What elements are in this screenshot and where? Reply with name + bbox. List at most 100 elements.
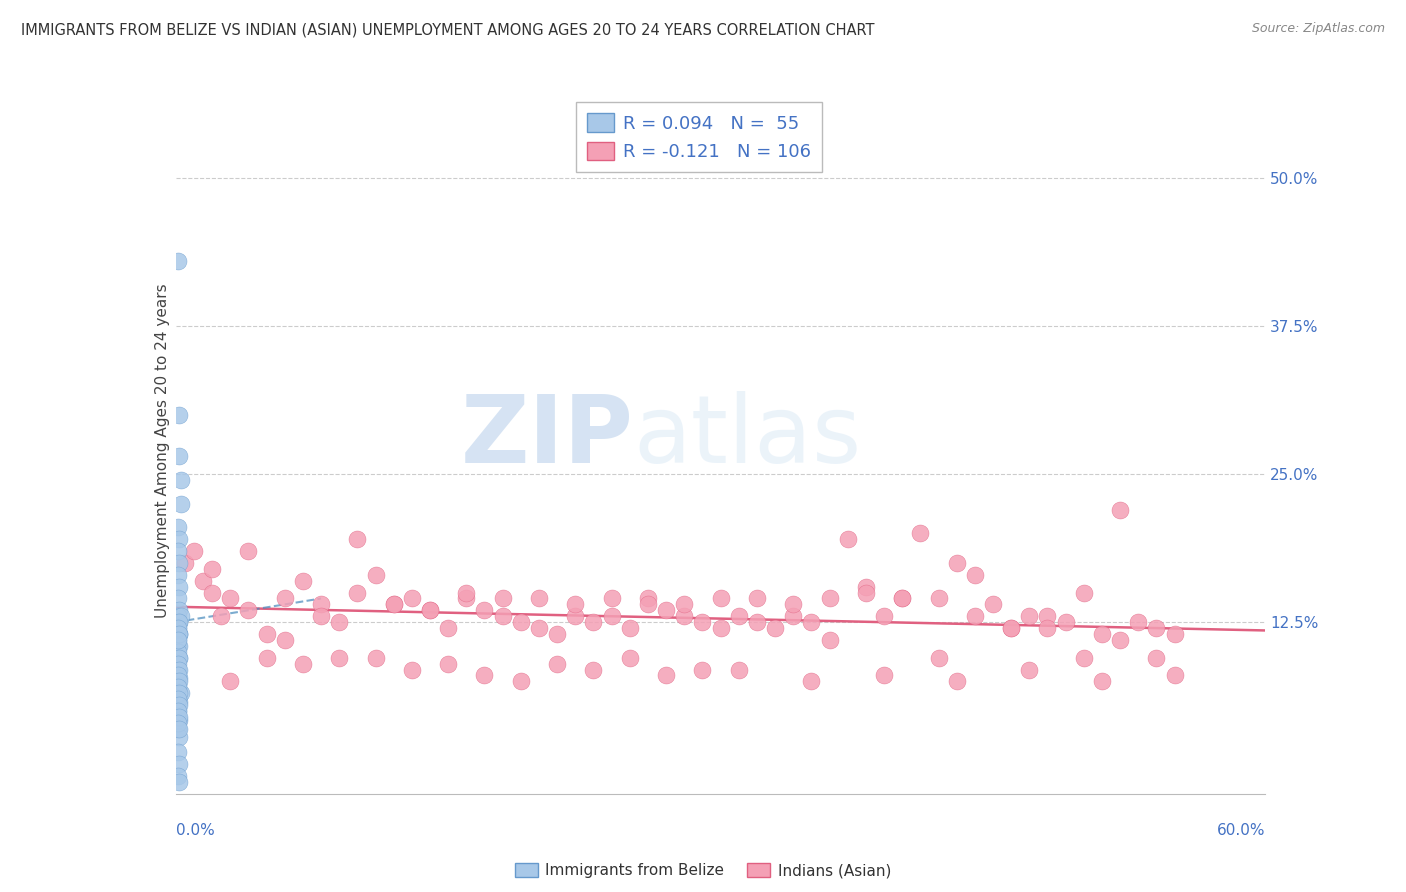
Point [169,663,191,677]
Point [291,657,314,671]
Point [173,556,195,570]
Point [166,621,188,635]
Point [166,591,188,606]
Point [169,533,191,547]
Point [437,657,460,671]
Point [1000,621,1022,635]
Point [191,574,214,588]
Point [346,533,368,547]
Point [364,650,387,665]
Point [166,621,188,635]
Point [166,615,188,630]
Point [763,621,786,635]
Point [928,650,950,665]
Point [169,627,191,641]
Point [169,580,191,594]
Point [169,757,191,772]
Point [891,591,914,606]
Point [727,663,749,677]
Point [1018,663,1040,677]
Point [169,686,191,700]
Point [546,627,568,641]
Point [655,668,678,682]
Point [928,591,950,606]
Point [474,603,496,617]
Point [873,609,896,624]
Point [169,722,191,736]
Point [169,639,191,653]
Point [364,567,387,582]
Point [169,556,191,570]
Point [309,598,332,612]
Point [745,615,768,630]
Text: ZIP: ZIP [461,391,633,483]
Point [166,704,188,718]
Point [692,663,714,677]
Point [527,591,550,606]
Point [855,585,877,599]
Point [166,663,188,677]
Point [401,663,423,677]
Point [382,598,405,612]
Point [1000,621,1022,635]
Point [166,632,188,647]
Point [166,657,188,671]
Text: 0.0%: 0.0% [176,823,215,838]
Point [1128,615,1150,630]
Point [673,598,696,612]
Point [169,650,191,665]
Point [166,254,188,268]
Point [1036,621,1059,635]
Point [238,603,260,617]
Point [238,544,260,558]
Point [169,730,191,744]
Point [582,663,605,677]
Point [201,562,224,576]
Point [963,567,986,582]
Point [166,645,188,659]
Point [818,632,841,647]
Point [166,722,188,736]
Y-axis label: Unemployment Among Ages 20 to 24 years: Unemployment Among Ages 20 to 24 years [155,283,170,618]
Point [945,674,967,689]
Point [166,520,188,534]
Point [166,746,188,760]
Point [818,591,841,606]
Point [170,609,193,624]
Point [891,591,914,606]
Point [166,769,188,783]
Point [1109,632,1132,647]
Point [169,450,191,464]
Point [169,615,191,630]
Point [1036,609,1059,624]
Point [1146,621,1168,635]
Point [637,591,659,606]
Point [727,609,749,624]
Point [169,674,191,689]
Point [509,615,531,630]
Point [1073,650,1095,665]
Point [166,567,188,582]
Point [166,544,188,558]
Point [546,657,568,671]
Point [782,609,804,624]
Point [419,603,441,617]
Point [492,591,515,606]
Point [166,632,188,647]
Point [256,627,278,641]
Point [291,574,314,588]
Point [655,603,678,617]
Point [800,615,823,630]
Point [492,609,515,624]
Point [437,621,460,635]
Point [1109,502,1132,516]
Point [170,686,193,700]
Point [169,615,191,630]
Point [1163,627,1185,641]
Point [201,585,224,599]
Point [169,627,191,641]
Point [710,621,733,635]
Point [564,598,586,612]
Point [169,714,191,728]
Point [170,497,193,511]
